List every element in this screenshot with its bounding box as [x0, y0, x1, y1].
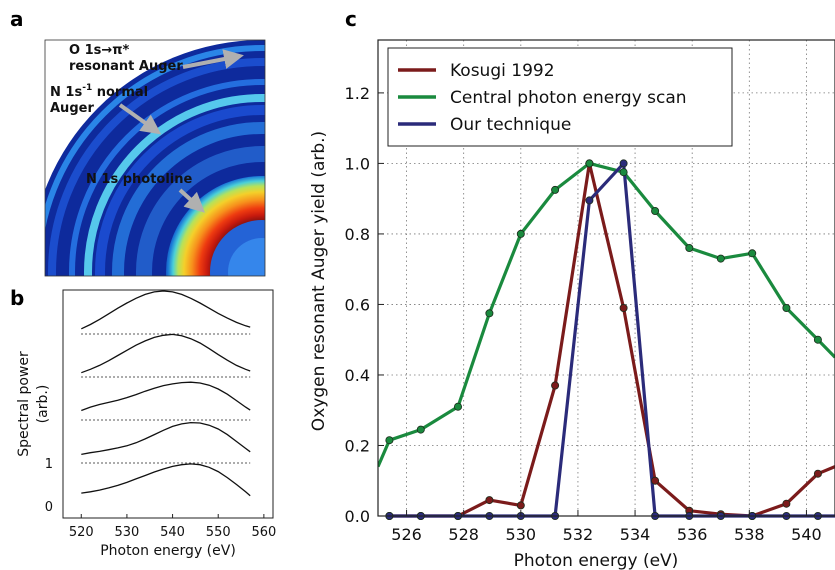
series-1-point-2 [416, 425, 425, 434]
series-0-point-7 [619, 303, 628, 312]
series-0-point-12 [782, 499, 791, 508]
series-1-point-6 [551, 185, 560, 194]
detector-image [45, 40, 265, 276]
series-1-point-12 [748, 249, 757, 258]
series-0-point-5 [551, 381, 560, 390]
panel-b-plot: 520 530 540 550 560 0 1 [45, 290, 276, 540]
x-tick-label-5: 536 [677, 525, 708, 544]
n-1s-normal-auger-label: N 1s-1 normal [50, 83, 148, 100]
spectrum-curve-3 [81, 421, 251, 456]
spectrum-curve-2 [81, 381, 251, 412]
panel-b-x-tick-label-2: 540 [160, 525, 185, 540]
panel-b-frame [62, 289, 274, 519]
series-1-point-8 [619, 168, 628, 177]
y-tick-label-3: 0.6 [345, 295, 370, 314]
x-tick-label-0: 526 [391, 525, 422, 544]
panel-c-letter: c [345, 7, 357, 31]
panel-b-y-tick-label-0: 0 [45, 500, 53, 515]
series-1-point-1 [385, 436, 394, 445]
series-1-point-10 [685, 243, 694, 252]
panel-b-x-tick-label-4: 560 [251, 525, 276, 540]
y-tick-label-1: 0.2 [345, 436, 370, 455]
series-1-point-11 [716, 254, 725, 263]
y-tick-label-2: 0.4 [345, 366, 370, 385]
panel-b-x-label: Photon energy (eV) [100, 543, 236, 559]
legend-label-central: Central photon energy scan [450, 88, 687, 108]
legend: Kosugi 1992 Central photon energy scan O… [387, 47, 733, 147]
x-tick-label-2: 530 [506, 525, 537, 544]
x-tick-label-7: 540 [791, 525, 822, 544]
panel-b-letter: b [10, 286, 24, 310]
o-1s-pi-label: O 1s→π* [69, 43, 130, 58]
panel-b-y-label: Spectral power [16, 351, 32, 457]
series-0-point-13 [813, 469, 822, 478]
legend-box [387, 47, 733, 147]
panel-c-x-label: Photon energy (eV) [514, 551, 679, 570]
series-2-point-6 [585, 196, 594, 205]
series-0-point-3 [485, 496, 494, 505]
spectrum-curve-1 [81, 333, 251, 374]
series-1-point-3 [453, 402, 462, 411]
y-tick-label-5: 1.0 [345, 154, 370, 173]
series-0-point-8 [651, 476, 660, 485]
series-0-point-4 [516, 501, 525, 510]
panel-a-annotations: O 1s→π* resonant Auger N 1s-1 normal Aug… [50, 43, 244, 213]
x-tick-label-1: 528 [448, 525, 479, 544]
series-1-point-5 [516, 229, 525, 238]
series-1-point-4 [485, 309, 494, 318]
panel-b-x-tick-label-0: 520 [69, 525, 94, 540]
panel-b-x-tick-label-3: 550 [206, 525, 231, 540]
panel-c-plot: 526 528 530 532 534 536 538 540 0.0 0.2 0.4 0.6 0.8 1… [345, 39, 835, 544]
x-tick-label-6: 538 [734, 525, 765, 544]
panel-b-y-label-2: (arb.) [35, 385, 51, 424]
series-2-point-7 [619, 159, 628, 168]
series-1-point-9 [651, 206, 660, 215]
y-tick-label-0: 0.0 [345, 507, 370, 526]
series-group [378, 159, 835, 520]
panel-a-frame [44, 39, 266, 277]
series-1-point-13 [782, 303, 791, 312]
spectrum-curve-0 [81, 290, 251, 330]
series-line-1 [378, 161, 835, 468]
auger-label: Auger [50, 101, 94, 116]
legend-label-kosugi: Kosugi 1992 [450, 61, 555, 81]
series-line-2 [389, 161, 835, 518]
panel-c-y-label: Oxygen resonant Auger yield (arb.) [309, 131, 329, 431]
resonant-auger-label: resonant Auger [69, 59, 183, 74]
panel-b-y-tick-label-1: 1 [45, 457, 53, 472]
series-line-0 [389, 161, 835, 518]
x-tick-label-4: 534 [620, 525, 651, 544]
series-1-point-7 [585, 159, 594, 168]
arrow-o-auger [182, 49, 244, 69]
nitrogen-auger-ring [84, 94, 265, 276]
arrow-n-auger [118, 103, 162, 135]
x-tick-label-3: 532 [563, 525, 594, 544]
series-1-point-14 [813, 335, 822, 344]
panel-c-frame [377, 39, 835, 517]
spectrum-curve-4 [81, 463, 251, 497]
n-1s-photoline-label: N 1s photoline [86, 172, 193, 187]
arrow-photoline [178, 188, 205, 213]
oxygen-auger-ring [45, 45, 265, 231]
panel-b-x-tick-label-1: 530 [114, 525, 139, 540]
y-tick-label-6: 1.2 [345, 84, 370, 103]
panel-a-letter: a [10, 7, 24, 31]
legend-label-ours: Our technique [450, 115, 571, 135]
y-tick-label-4: 0.8 [345, 225, 370, 244]
